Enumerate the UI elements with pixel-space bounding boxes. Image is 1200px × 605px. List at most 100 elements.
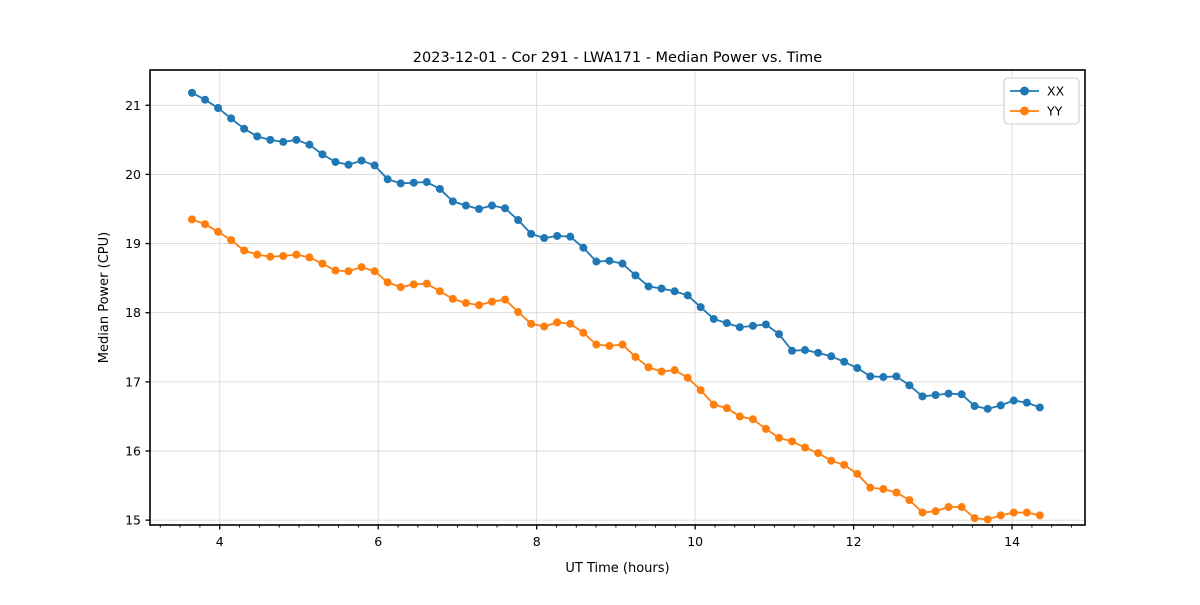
data-point xyxy=(996,401,1005,410)
y-tick-label-19: 19 xyxy=(125,236,141,251)
data-point xyxy=(827,456,836,465)
data-point xyxy=(722,319,731,328)
data-point xyxy=(227,114,236,123)
y-tick-label-20: 20 xyxy=(125,167,141,182)
data-point xyxy=(188,88,196,97)
data-point xyxy=(970,402,979,411)
y-tick-label-15: 15 xyxy=(125,513,141,528)
data-point xyxy=(918,508,927,517)
data-point xyxy=(735,323,744,332)
data-point xyxy=(644,282,653,291)
data-point xyxy=(853,364,862,373)
data-point xyxy=(474,204,483,213)
data-point xyxy=(892,372,901,381)
data-point xyxy=(540,234,549,243)
data-point xyxy=(1009,508,1018,517)
data-point xyxy=(331,266,340,275)
data-point xyxy=(957,503,966,512)
data-point xyxy=(227,236,236,245)
data-point xyxy=(357,156,366,165)
data-point xyxy=(905,496,914,505)
data-point xyxy=(396,283,405,292)
legend-label-XX: XX xyxy=(1047,84,1065,99)
data-point xyxy=(918,392,927,401)
data-point xyxy=(1009,396,1018,405)
data-point xyxy=(983,515,992,524)
data-point xyxy=(774,433,783,442)
data-point xyxy=(957,390,966,399)
data-point xyxy=(448,197,457,206)
data-point xyxy=(566,232,575,241)
legend: XX YY xyxy=(1003,77,1080,125)
data-point xyxy=(814,348,823,357)
data-point xyxy=(514,308,523,317)
data-point xyxy=(501,204,510,213)
data-point xyxy=(618,340,627,349)
data-point xyxy=(474,301,483,310)
data-point xyxy=(553,318,562,327)
data-point xyxy=(344,160,353,169)
legend-box xyxy=(1003,77,1080,125)
x-tick-label-14: 14 xyxy=(1004,534,1020,549)
data-point xyxy=(579,328,588,337)
data-point xyxy=(592,257,601,266)
data-point xyxy=(422,178,431,187)
data-point xyxy=(866,372,875,381)
data-point xyxy=(370,161,379,170)
legend-item-XX: XX xyxy=(1010,84,1065,99)
data-point xyxy=(631,271,640,280)
data-point xyxy=(657,284,666,293)
data-point xyxy=(292,250,301,259)
data-point xyxy=(487,201,496,210)
data-point xyxy=(357,263,366,272)
legend-marker-XX xyxy=(1020,86,1029,96)
y-tick-label-16: 16 xyxy=(125,444,141,459)
data-point xyxy=(970,514,979,523)
data-point xyxy=(1022,508,1031,517)
data-point xyxy=(527,319,536,328)
data-point xyxy=(579,243,588,252)
data-point xyxy=(344,267,353,276)
data-point xyxy=(461,299,470,308)
data-point xyxy=(801,346,810,355)
data-point xyxy=(214,227,223,236)
data-point xyxy=(292,135,301,144)
gridlines xyxy=(150,70,1085,525)
data-point xyxy=(788,346,797,355)
data-point xyxy=(788,437,797,446)
data-point xyxy=(435,184,444,193)
data-point xyxy=(331,157,340,166)
data-point xyxy=(879,485,888,494)
data-point xyxy=(305,253,314,262)
series-XX xyxy=(188,88,1044,413)
data-point xyxy=(461,201,470,210)
data-point xyxy=(801,443,810,452)
data-point xyxy=(709,314,718,323)
data-point xyxy=(670,366,679,375)
x-tick-label-12: 12 xyxy=(846,534,862,549)
data-point xyxy=(214,104,223,113)
data-point xyxy=(514,216,523,225)
data-point xyxy=(318,150,327,159)
data-point xyxy=(631,352,640,361)
data-point xyxy=(748,321,757,330)
data-point xyxy=(853,469,862,478)
legend-item-YY: YY xyxy=(1010,104,1063,119)
data-point xyxy=(383,278,392,287)
data-point xyxy=(670,287,679,296)
series-layer xyxy=(188,88,1044,524)
data-point xyxy=(827,352,836,361)
y-tick-label-18: 18 xyxy=(125,305,141,320)
y-tick-label-17: 17 xyxy=(125,374,141,389)
data-point xyxy=(253,132,262,141)
data-point xyxy=(735,412,744,421)
data-point xyxy=(892,488,901,497)
chart-title: 2023-12-01 - Cor 291 - LWA171 - Median P… xyxy=(413,50,822,66)
y-axis-label: Median Power (CPU) xyxy=(97,232,112,363)
data-point xyxy=(553,231,562,240)
data-point xyxy=(409,178,418,187)
data-point xyxy=(866,483,875,492)
data-point xyxy=(996,511,1005,520)
